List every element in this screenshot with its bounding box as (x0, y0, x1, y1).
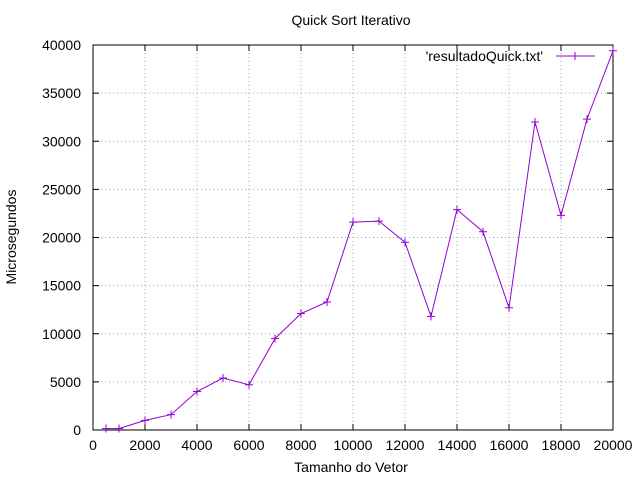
y-tick-label: 40000 (42, 37, 81, 53)
y-tick-label: 30000 (42, 133, 81, 149)
x-tick-label: 4000 (181, 437, 212, 453)
data-point (401, 238, 409, 247)
x-tick-label: 16000 (490, 437, 529, 453)
data-point (271, 334, 279, 343)
data-point (115, 424, 123, 433)
y-tick-label: 20000 (42, 230, 81, 246)
data-point (505, 303, 513, 312)
data-point (219, 374, 227, 383)
x-axis-title: Tamanho do Vetor (294, 459, 408, 475)
data-point (531, 118, 539, 126)
x-tick-label: 12000 (386, 437, 425, 453)
data-point (323, 297, 331, 306)
y-tick-label: 15000 (42, 278, 81, 294)
x-tick-label: 6000 (233, 437, 264, 453)
data-point (609, 46, 617, 55)
legend: 'resultadoQuick.txt' (426, 48, 595, 64)
series-layer (102, 46, 617, 433)
y-tick-label: 0 (73, 422, 81, 438)
data-point (141, 416, 149, 425)
legend-marker (571, 52, 579, 60)
data-point (375, 217, 383, 226)
data-point (557, 211, 565, 220)
axis-ticks: 0 2000 4000 6000 8000 10000 12000 14000 16000 180… (42, 37, 633, 453)
data-point (427, 312, 435, 321)
y-tick-label: 25000 (42, 181, 81, 197)
legend-label: 'resultadoQuick.txt' (426, 48, 543, 64)
y-axis-title: Microsegundos (3, 190, 19, 285)
y-tick-label: 35000 (42, 85, 81, 101)
x-tick-label: 20000 (594, 437, 633, 453)
chart-title: Quick Sort Iterativo (291, 12, 410, 28)
data-point (193, 387, 201, 396)
data-point (245, 380, 253, 389)
x-tick-label: 2000 (129, 437, 160, 453)
x-tick-label: 8000 (285, 437, 316, 453)
data-point (479, 227, 487, 236)
data-point (297, 309, 305, 318)
data-point (453, 205, 461, 214)
grid (93, 45, 613, 430)
y-tick-label: 10000 (42, 326, 81, 342)
data-point (349, 218, 357, 227)
x-tick-label: 18000 (542, 437, 581, 453)
x-tick-label: 10000 (334, 437, 373, 453)
x-tick-label: 0 (89, 437, 97, 453)
data-point (583, 115, 591, 124)
y-tick-label: 5000 (50, 374, 81, 390)
data-point (102, 424, 110, 433)
data-point (167, 410, 175, 419)
x-tick-label: 14000 (438, 437, 477, 453)
legend-plus-marker (571, 52, 579, 60)
